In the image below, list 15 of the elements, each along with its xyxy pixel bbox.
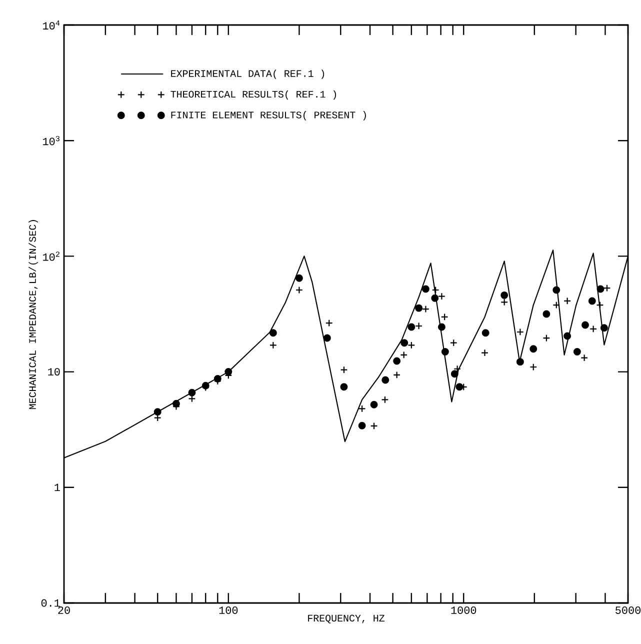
x-tick-label: 1000	[451, 606, 476, 614]
x-tick-label: 100	[219, 606, 238, 614]
x-axis-title: FREQUENCY, HZ	[308, 614, 384, 624]
y-tick-label: 10$^{2}$	[43, 252, 60, 261]
y-axis-title: MECHANICAL IMPEDANCE,LB/(IN/SEC)	[28, 220, 38, 410]
legend-label: EXPERIMENTAL DATA( REF.1 )	[171, 70, 324, 79]
legend-label: THEORETICAL RESULTS( REF.1 )	[170, 90, 336, 100]
y-tick-label: 10	[48, 368, 60, 376]
y-tick-label: 1	[54, 484, 60, 492]
x-tick-label: 5000	[616, 606, 640, 614]
x-tick-label: 20	[58, 606, 70, 614]
y-tick-label: 0.1	[41, 599, 60, 607]
legend-label: FINITE ELEMENT RESULTS( PRESENT )	[171, 111, 366, 120]
y-tick-label: 10$^{4}$	[43, 20, 60, 30]
y-tick-label: 10$^{3}$	[43, 136, 60, 146]
